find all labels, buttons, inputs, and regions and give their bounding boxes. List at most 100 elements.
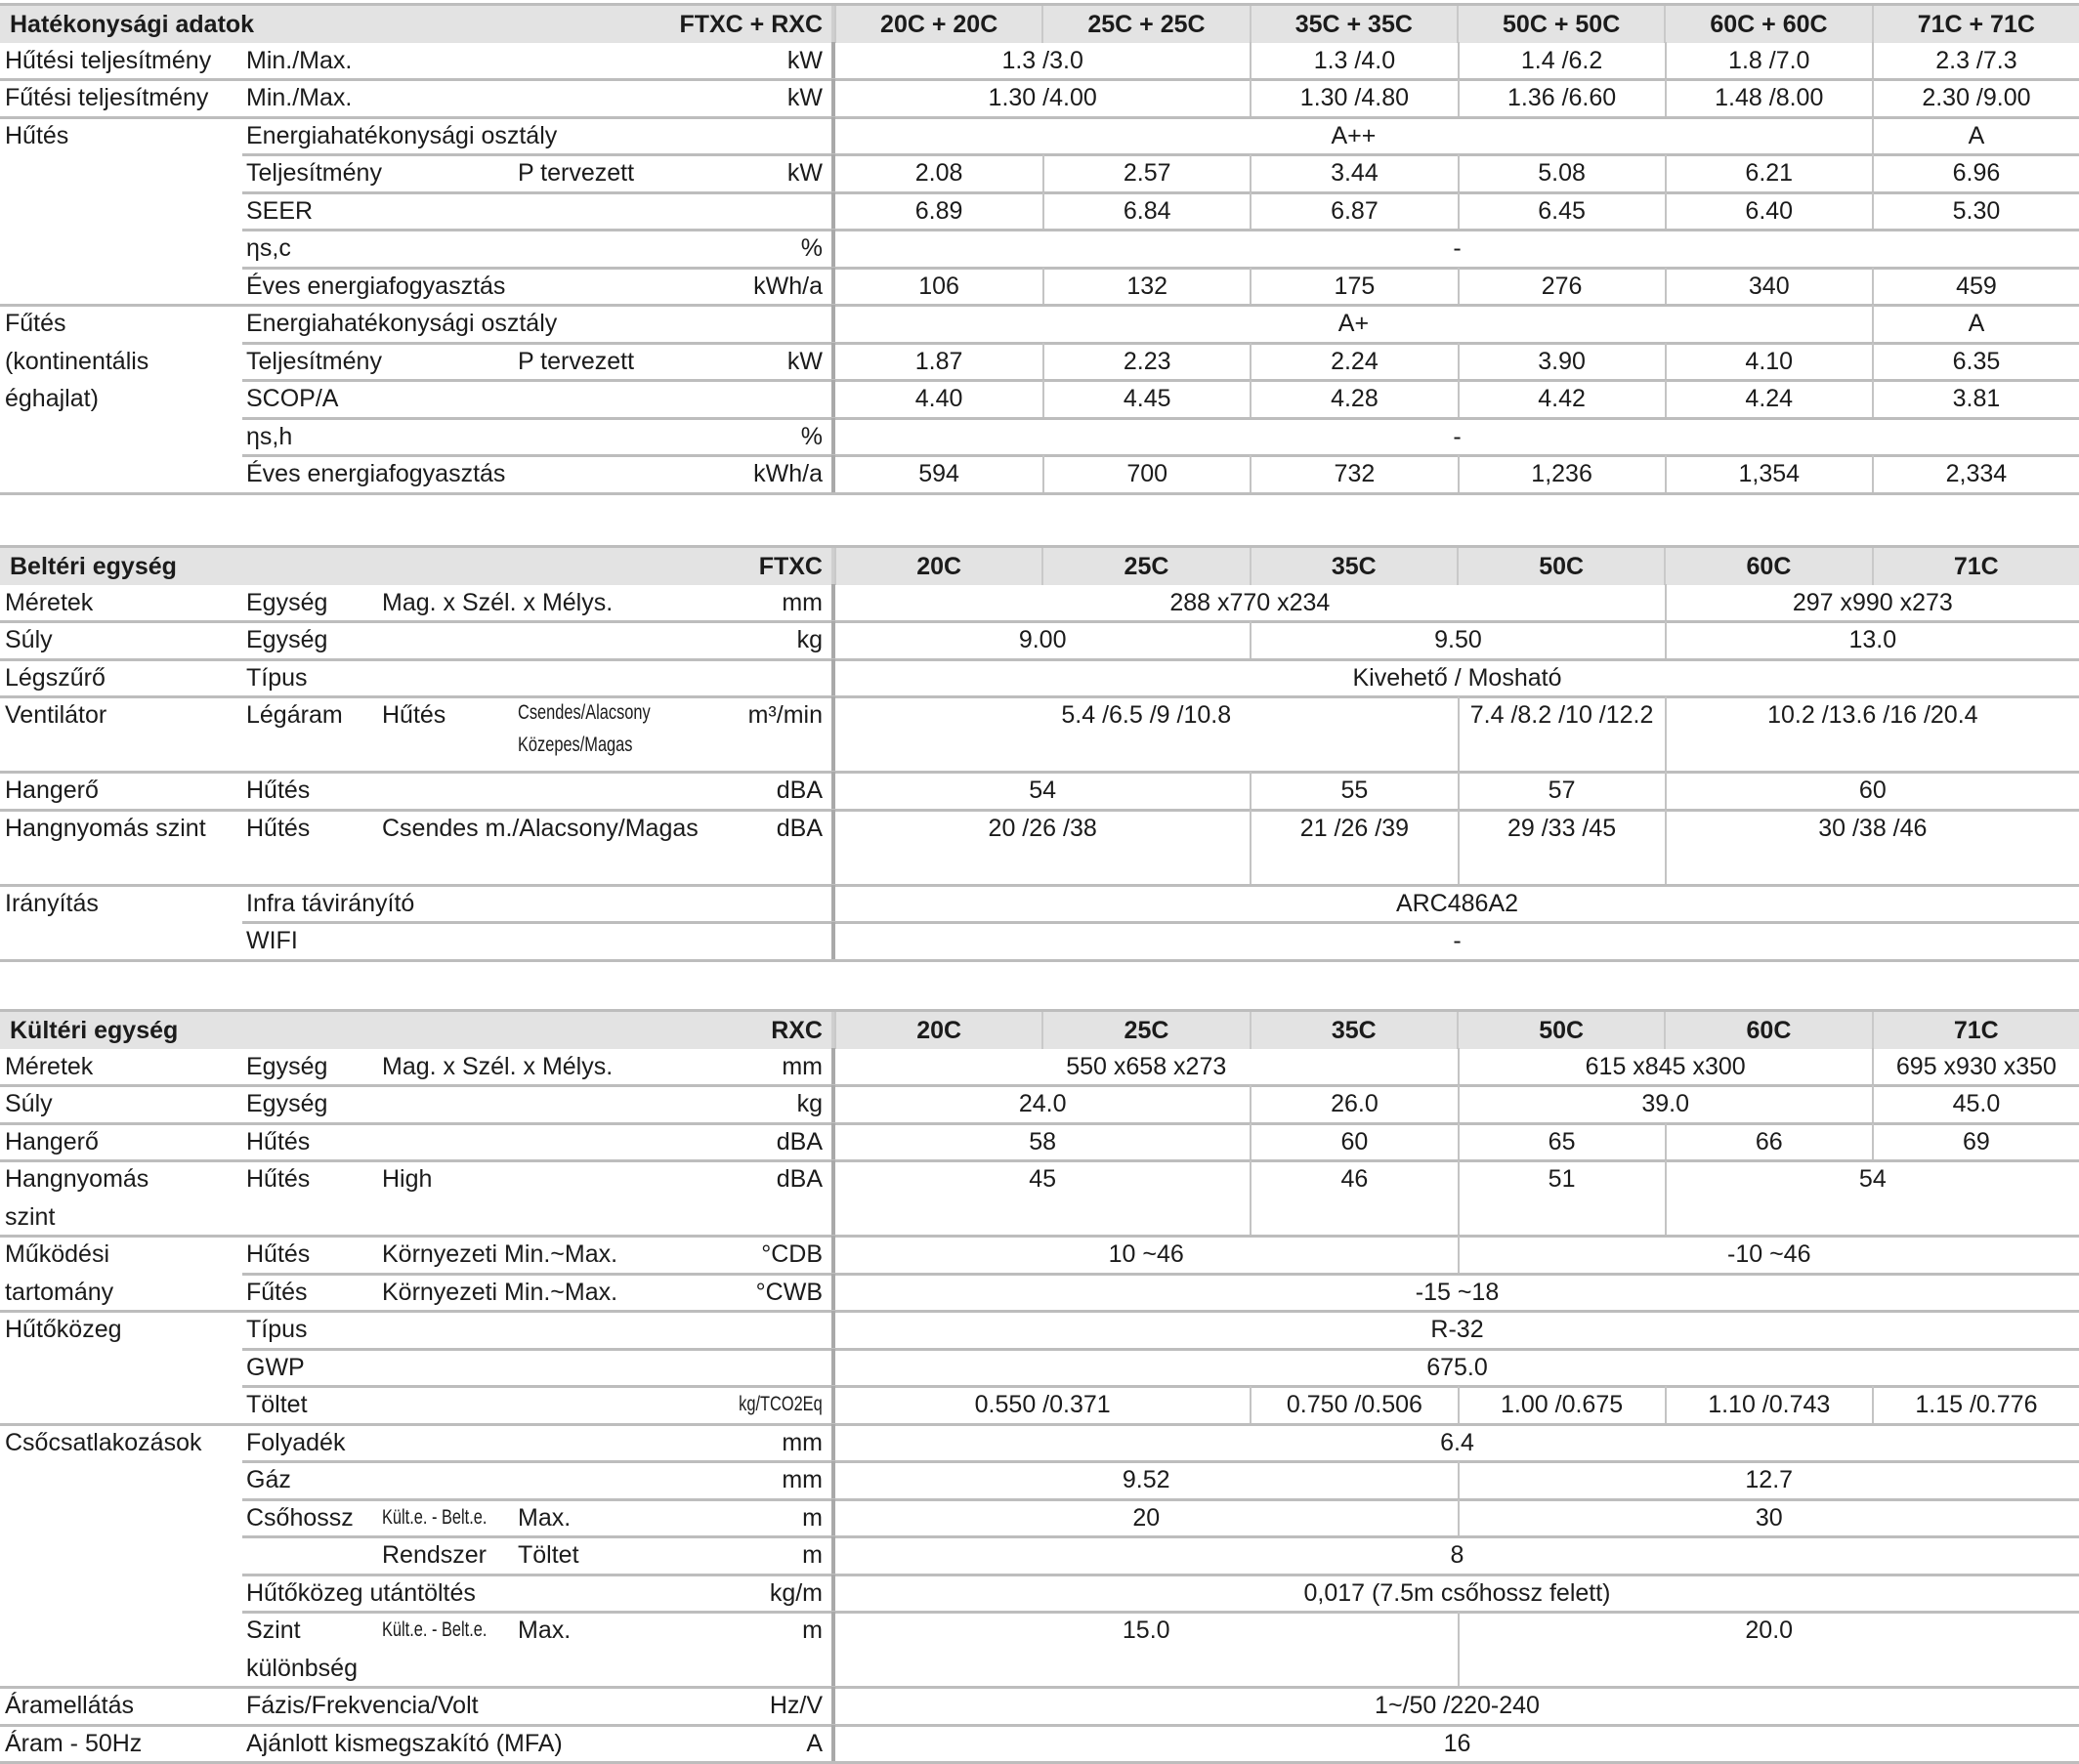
value-cell: 2.3 /7.3: [1872, 42, 2079, 80]
value-cell: 8: [835, 1536, 2079, 1575]
row-subparameter: Rendszer: [382, 1536, 487, 1575]
row-unit: mm: [782, 584, 823, 622]
value-cell: 2.08: [835, 154, 1042, 192]
row-category: Hűtőközeg: [5, 1311, 122, 1349]
table-row: Hűtőközeg Típus R-32: [0, 1311, 2079, 1349]
value-cell: 1.30 /4.00: [835, 79, 1250, 117]
row-category: Fűtési teljesítmény: [5, 79, 208, 117]
row-unit: m: [802, 1536, 823, 1575]
row-parameter: Fázis/Frekvencia/Volt: [246, 1687, 479, 1725]
row-unit: mm: [782, 1424, 823, 1462]
row-subparameter: Mag. x Szél. x Mélys.: [382, 584, 613, 622]
row-parameter: Típus: [246, 1311, 308, 1349]
row-parameter: Töltet: [246, 1386, 308, 1424]
row-subparameter: Hűtés: [382, 696, 446, 735]
row-category: Áramellátás: [5, 1687, 134, 1725]
table-row: WIFI-: [0, 922, 2079, 960]
value-cell: 1.30 /4.80: [1250, 79, 1457, 117]
value-cell: 51: [1458, 1160, 1665, 1236]
value-cell: 6.45: [1458, 192, 1665, 231]
value-cell: A: [1872, 305, 2079, 343]
row-category: Súly: [5, 621, 53, 659]
value-cell: 6.87: [1250, 192, 1457, 231]
value-cell: 2.23: [1042, 343, 1250, 381]
row-subparameter: Környezeti Min.~Max.: [382, 1274, 617, 1312]
row-parameter: Légáram: [246, 696, 343, 735]
row-unit: dBA: [777, 1123, 823, 1161]
value-cell: -: [835, 230, 2079, 268]
value-cell: 4.10: [1665, 343, 1872, 381]
section-title: Kültéri egység: [10, 1012, 178, 1050]
value-cell: 30 /38 /46: [1665, 810, 2079, 885]
value-cells: R-32: [831, 1311, 2079, 1349]
row-unit: kW: [787, 79, 823, 117]
value-cell: 10 ~46: [835, 1236, 1458, 1274]
value-cells: -: [831, 230, 2079, 268]
model-column-header: 60C + 60C: [1664, 6, 1871, 43]
row-unit: A: [806, 1725, 823, 1763]
row-parameter: SEER: [246, 192, 313, 231]
model-column-header: 35C: [1250, 548, 1457, 585]
value-cell: 3.81: [1872, 380, 2079, 418]
row-parameter: Min./Max.: [246, 42, 352, 80]
row-category: Irányítás: [5, 885, 99, 923]
row-category: Súly: [5, 1085, 53, 1123]
row-parameter: SCOP/A: [246, 380, 338, 418]
row-unit: dBA: [777, 772, 823, 810]
row-parameter: Energiahatékonysági osztály: [246, 305, 557, 343]
row-parameter: ηs,c: [246, 230, 291, 268]
value-cell: 7.4 /8.2 /10 /12.2: [1458, 696, 1665, 772]
value-cell: -10 ~46: [1458, 1236, 2079, 1274]
value-cell: 1,236: [1458, 455, 1665, 493]
row-parameter: Hűtőközeg utántöltés: [246, 1575, 476, 1613]
row-subparameter: High: [382, 1160, 432, 1198]
row-parameter: Hűtés: [246, 772, 310, 810]
value-cells: -: [831, 922, 2079, 960]
value-cell: 732: [1250, 455, 1457, 493]
value-cell: 1.00 /0.675: [1458, 1386, 1665, 1424]
value-cell: 9.52: [835, 1461, 1458, 1499]
section-title: Beltéri egység: [10, 548, 177, 586]
row-parameter: Infra távirányító: [246, 885, 414, 923]
row-category: Hűtési teljesítmény: [5, 42, 211, 80]
value-cell: 54: [835, 772, 1250, 810]
row-unit: kg/m: [770, 1575, 823, 1613]
value-cell: 13.0: [1665, 621, 2079, 659]
value-cell: 60: [1250, 1123, 1457, 1161]
table-row: Fűtés (kontinentális éghajlat)Energiahat…: [0, 305, 2079, 343]
value-cells: A+A: [831, 305, 2079, 343]
value-cell: 15.0: [835, 1612, 1458, 1687]
row-category: Méretek: [5, 1048, 93, 1086]
row-category: Ventilátor: [5, 696, 106, 735]
value-cell: 24.0: [835, 1085, 1250, 1123]
row-category: Légszűrő: [5, 659, 106, 697]
value-cell: 2.57: [1042, 154, 1250, 192]
value-cell: 1.48 /8.00: [1665, 79, 1872, 117]
row-subparameter: Mag. x Szél. x Mélys.: [382, 1048, 613, 1086]
model-column-header: 71C + 71C: [1872, 6, 2079, 43]
row-parameter: Egység: [246, 1048, 327, 1086]
value-cell: 5.08: [1458, 154, 1665, 192]
row-parameter: Csőhossz: [246, 1499, 354, 1537]
value-cell: 6.84: [1042, 192, 1250, 231]
row-parameter: Éves energiafogyasztás: [246, 455, 505, 493]
